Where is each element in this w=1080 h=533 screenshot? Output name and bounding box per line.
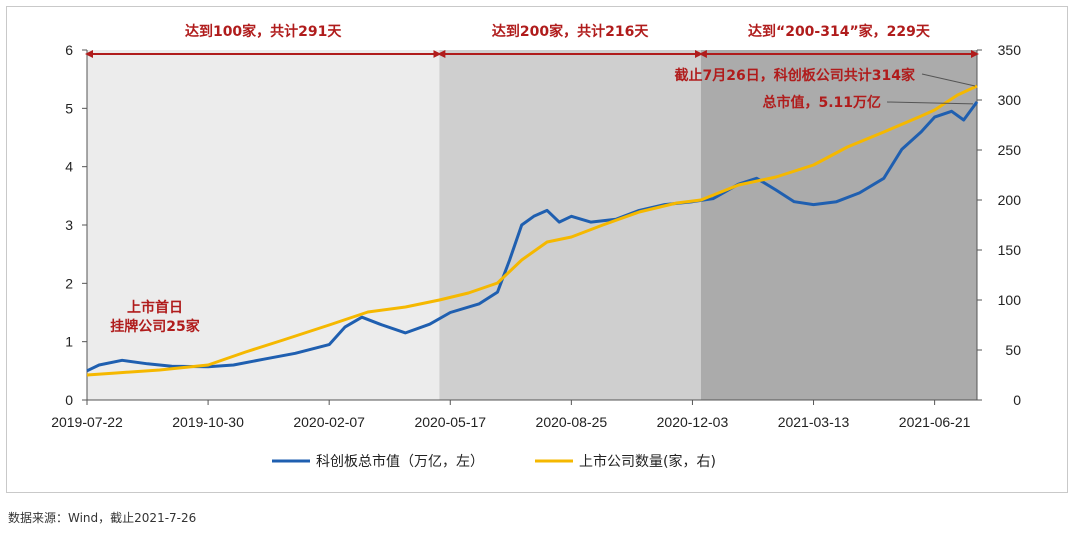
- y-left-tick-label: 1: [65, 334, 73, 350]
- chart-canvas: 0 1 2 3 4 5 6 0 50 100 150 200 250 300 350 2019-07-22 20…: [51, 23, 1022, 470]
- y-right-tick-label: 250: [998, 142, 1022, 158]
- x-tick-label: 2020-05-17: [414, 414, 486, 430]
- y-right-tick-label: 200: [998, 192, 1022, 208]
- period-label-2: 达到200家，共计216天: [492, 23, 649, 40]
- series-line-2: [86, 84, 978, 377]
- x-tick-label: 2020-12-03: [657, 414, 729, 430]
- annotation-market-value-pointer: [886, 101, 974, 105]
- y-right-tick-label: 350: [998, 42, 1022, 58]
- y-right-tick-label: 50: [1005, 342, 1021, 358]
- y-right-tick-label: 300: [998, 92, 1022, 108]
- y-left-tick-label: 3: [65, 217, 73, 233]
- x-tick-label: 2021-03-13: [778, 414, 850, 430]
- y-left-tick-label: 5: [65, 100, 73, 116]
- y-left-tick-label: 4: [65, 159, 73, 175]
- annotation-company-count: 截止7月26日，科创板公司共计314家: [675, 67, 916, 84]
- x-tick-label: 2019-07-22: [51, 414, 123, 430]
- chart-frame: 0 1 2 3 4 5 6 0 50 100 150 200 250 300 350 2019-07-22 20…: [6, 6, 1068, 493]
- y-left-tick-label: 2: [65, 275, 73, 291]
- period-label-1: 达到100家，共计291天: [185, 23, 342, 40]
- period-region-2: [439, 50, 701, 400]
- y-right-tick-label: 100: [998, 292, 1022, 308]
- legend-label-2: 上市公司数量(家，右): [579, 453, 716, 470]
- annotation-company-count-pointer: [921, 73, 976, 87]
- legend-label-1: 科创板总市值（万亿，左）: [316, 453, 484, 470]
- y-left-tick-label: 6: [65, 42, 73, 58]
- annotation-market-value: 总市值，5.11万亿: [762, 94, 881, 111]
- source-note: 数据来源：Wind，截止2021-7-26: [8, 511, 197, 525]
- annotation-first-day-line1: 上市首日: [127, 299, 183, 316]
- x-tick-label: 2020-08-25: [536, 414, 608, 430]
- series-line-1: [86, 101, 979, 373]
- x-tick-label: 2021-06-21: [899, 414, 971, 430]
- y-right-tick-label: 150: [998, 242, 1022, 258]
- period-label-3: 达到“200-314”家，229天: [748, 23, 931, 40]
- period-region-1: [87, 50, 440, 400]
- x-tick-label: 2020-02-07: [293, 414, 365, 430]
- y-left-tick-label: 0: [65, 392, 73, 408]
- y-right-tick-label: 0: [1013, 392, 1021, 408]
- annotation-first-day-line2: 挂牌公司25家: [110, 318, 200, 335]
- period-region-3: [700, 50, 977, 400]
- x-tick-label: 2019-10-30: [172, 414, 244, 430]
